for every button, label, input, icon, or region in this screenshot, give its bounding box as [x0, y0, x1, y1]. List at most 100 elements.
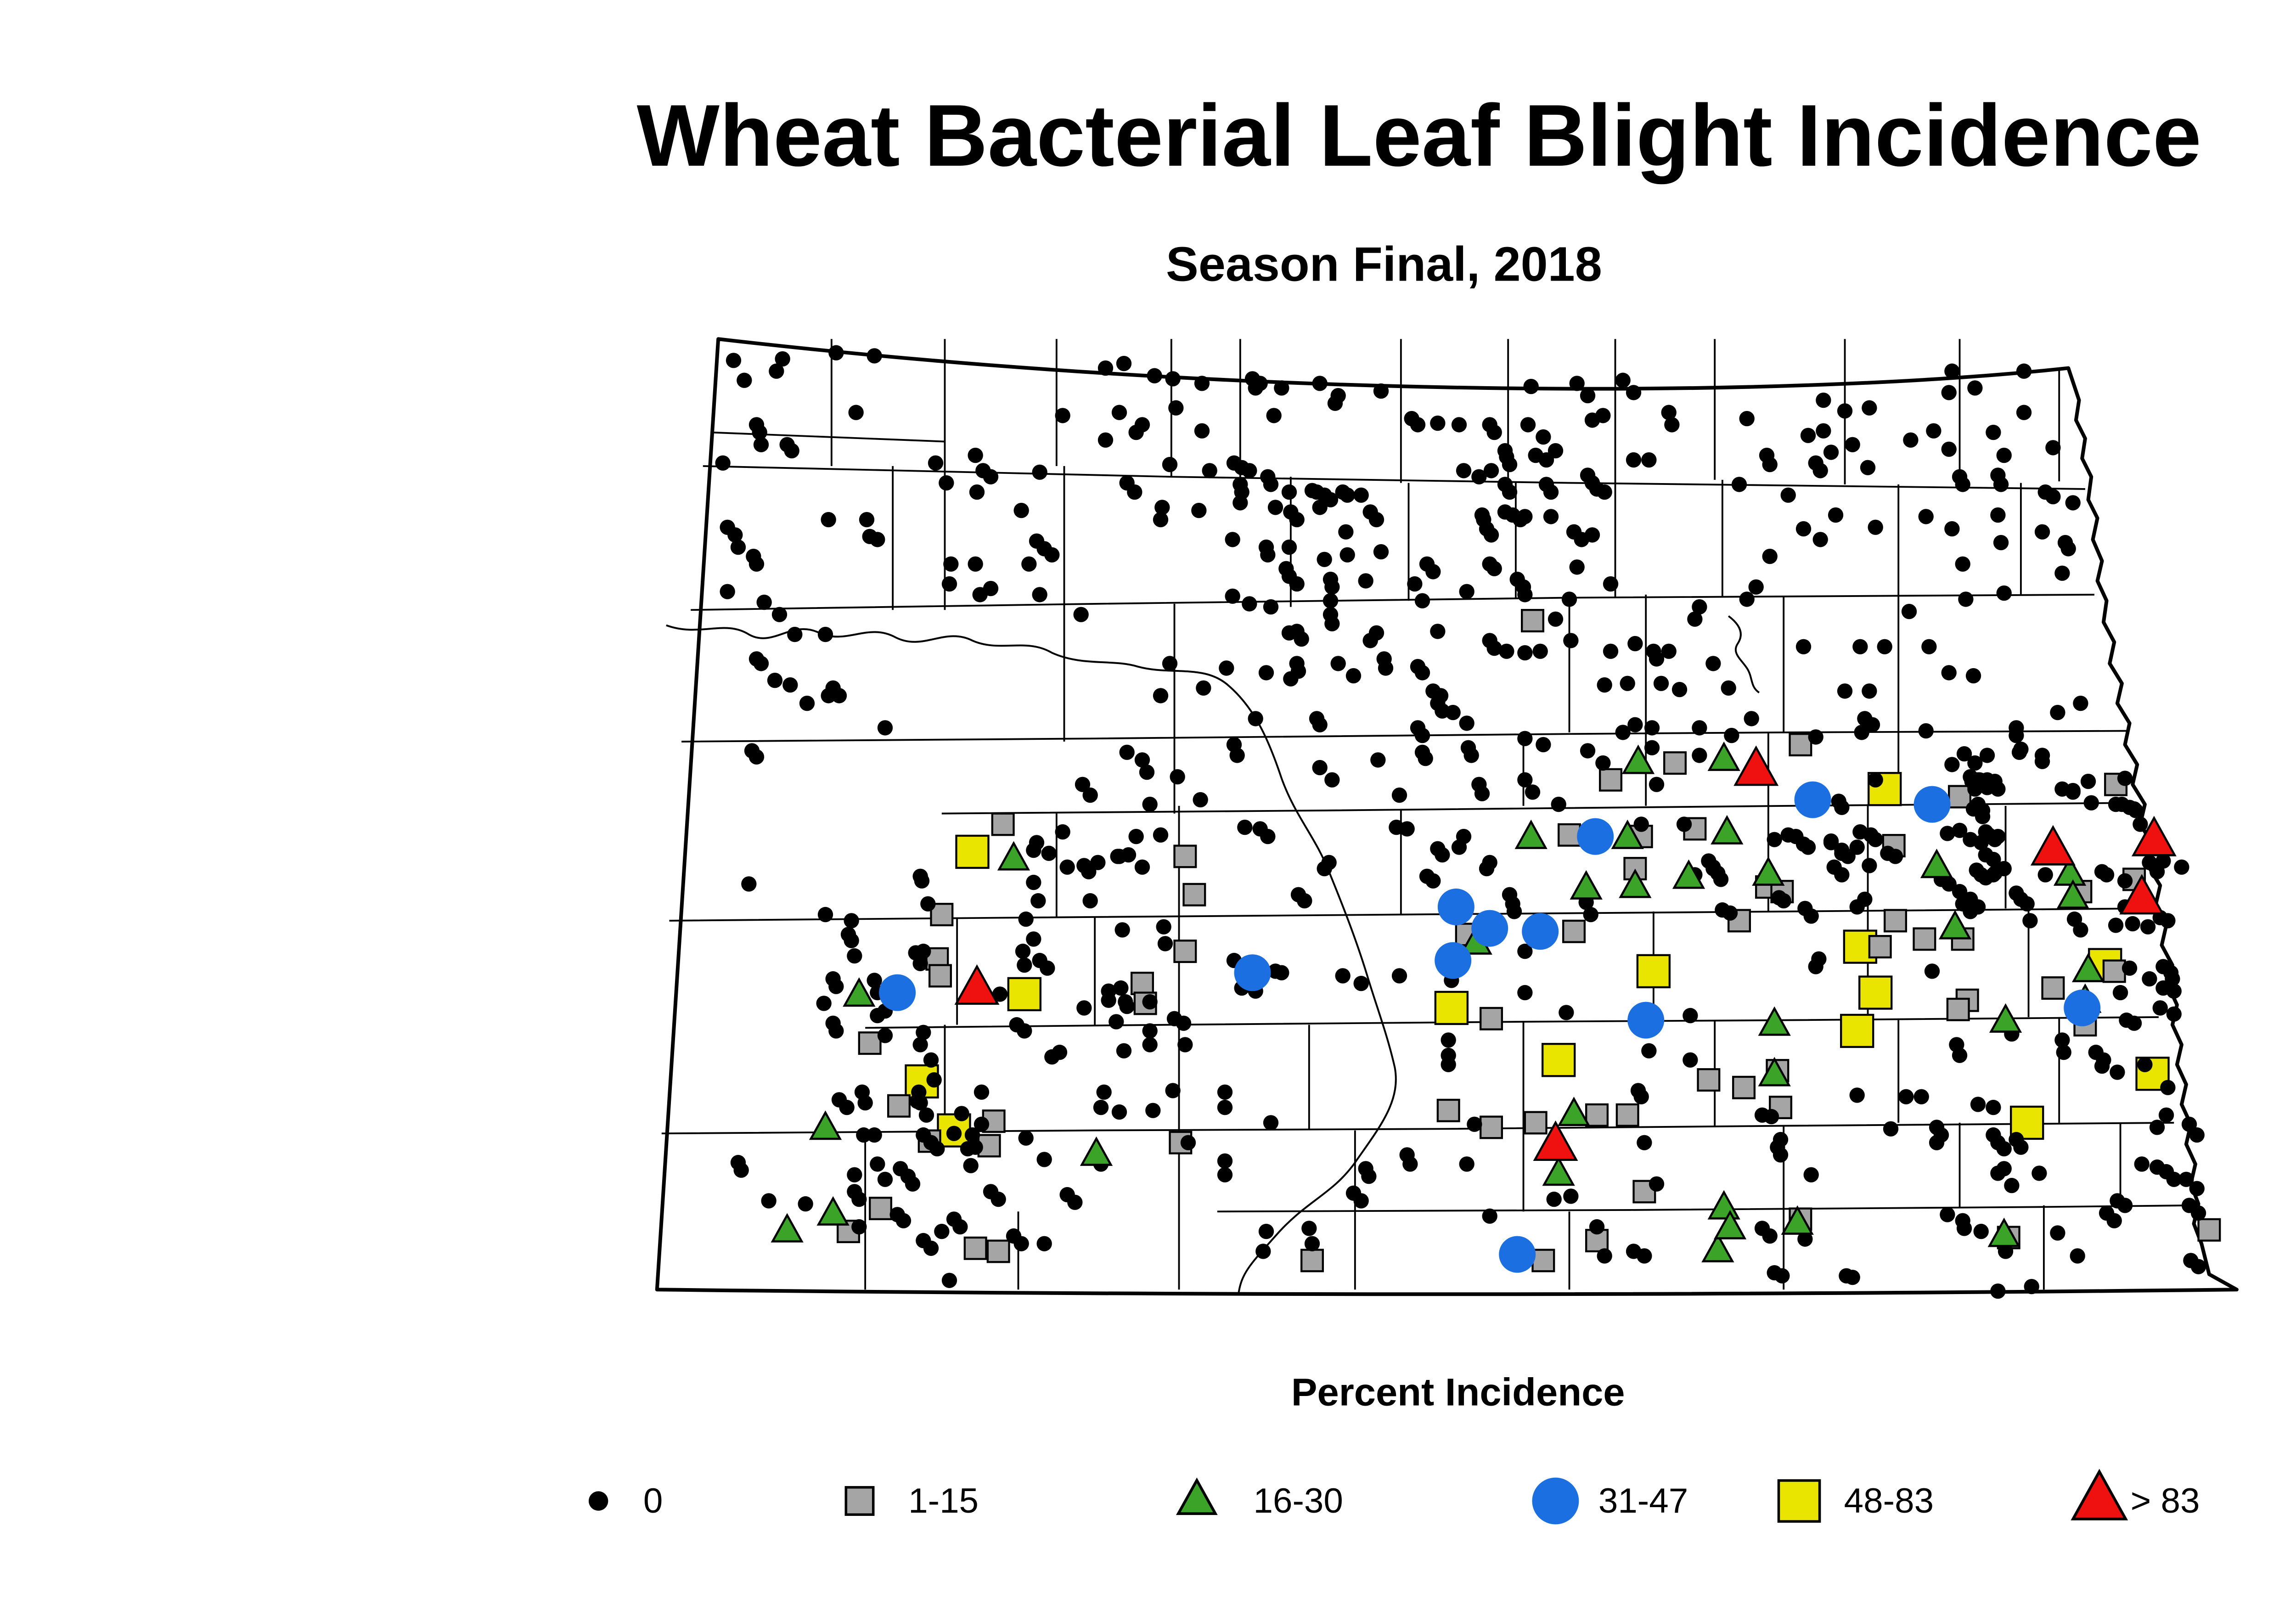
marker-0 [775, 351, 790, 367]
marker-0 [1941, 877, 1957, 892]
marker-0 [941, 576, 957, 592]
marker-0 [1828, 507, 1843, 524]
marker-0 [1013, 1236, 1029, 1252]
marker-0 [1546, 1192, 1562, 1208]
marker-0 [2117, 1198, 2133, 1214]
marker-0 [1459, 1157, 1474, 1172]
marker-0 [1868, 772, 1883, 788]
marker-0 [1195, 681, 1211, 696]
marker-1-15 [2197, 1218, 2221, 1242]
marker-0 [1636, 1135, 1652, 1151]
marker-0 [1097, 360, 1113, 377]
marker-0 [1217, 1154, 1232, 1169]
marker-0 [1025, 932, 1041, 947]
marker-0 [1498, 644, 1514, 659]
marker-16-30 [1713, 1210, 1746, 1240]
marker-0 [964, 1127, 980, 1143]
legend-31-47-shape [1532, 1477, 1579, 1525]
marker-1-15 [1912, 928, 1936, 951]
marker-0 [1941, 442, 1957, 457]
marker-0 [1831, 794, 1846, 810]
marker-0 [1090, 855, 1106, 871]
marker-16-30 [1080, 1137, 1113, 1166]
marker-0 [914, 873, 929, 889]
marker-31-47 [1794, 782, 1831, 819]
marker->83 [2030, 825, 2076, 866]
marker-0 [1517, 731, 1533, 747]
marker-0 [1834, 867, 1850, 883]
marker-0 [923, 1241, 939, 1256]
marker-0 [1551, 797, 1566, 813]
marker-1-15 [1479, 1116, 1503, 1140]
marker-0 [1996, 448, 2012, 464]
marker-0 [2173, 860, 2189, 875]
marker-31-47 [878, 974, 916, 1012]
marker-0 [943, 557, 959, 572]
marker-0 [1036, 1236, 1052, 1252]
marker-0 [1324, 772, 1340, 788]
marker-0 [756, 595, 772, 611]
legend-1-15-shape [844, 1486, 875, 1516]
marker-0 [1687, 612, 1703, 627]
marker->83 [954, 964, 1000, 1005]
marker-0 [1569, 376, 1585, 392]
marker-0 [1925, 423, 1941, 439]
marker-0 [1584, 413, 1600, 428]
marker-0 [983, 581, 998, 597]
marker-0 [1154, 500, 1170, 516]
marker-0 [1944, 757, 1960, 773]
marker-0 [1044, 547, 1060, 563]
marker-0 [1425, 873, 1441, 889]
marker-0 [2181, 1117, 2197, 1132]
marker-0 [1289, 512, 1305, 528]
marker-0 [1474, 786, 1490, 802]
marker-1-15 [1524, 1111, 1548, 1135]
marker-0 [1987, 774, 2003, 790]
marker-48-83 [2009, 1106, 2044, 1140]
marker-31-47 [1437, 889, 1474, 926]
marker-0 [2155, 854, 2171, 869]
marker-0 [1025, 875, 1041, 891]
marker-0 [1808, 959, 1823, 975]
marker-0 [2160, 1080, 2176, 1096]
marker-31-47 [2063, 990, 2100, 1027]
marker-0 [1153, 512, 1168, 528]
marker-0 [1361, 1169, 1377, 1185]
marker-0 [1620, 676, 1635, 692]
marker-0 [1281, 484, 1297, 501]
marker-0 [1589, 1219, 1604, 1235]
marker-0 [2011, 745, 2027, 760]
marker-0 [816, 996, 832, 1012]
marker-0 [983, 469, 998, 485]
marker-0 [1845, 437, 1860, 453]
marker-0 [1955, 477, 1970, 493]
marker-0 [2125, 916, 2140, 932]
marker-0 [1126, 484, 1142, 501]
marker-16-30 [2071, 953, 2105, 983]
marker-1-15 [1946, 998, 1970, 1022]
marker-0 [1902, 433, 1919, 448]
marker-0 [2070, 1249, 2085, 1264]
marker-0 [1170, 769, 1185, 785]
legend-label: > 83 [2130, 1481, 2200, 1521]
marker-0 [859, 512, 874, 528]
marker-16-30 [1557, 1097, 1590, 1127]
marker-0 [1059, 860, 1075, 875]
marker-1-15 [991, 813, 1015, 837]
marker-0 [2140, 919, 2155, 935]
marker-0 [1561, 592, 1577, 608]
marker-0 [1502, 457, 1517, 473]
marker-0 [2189, 1181, 2205, 1197]
marker-0 [2166, 984, 2182, 999]
marker-0 [1015, 944, 1030, 960]
marker-0 [1324, 580, 1340, 595]
marker-0 [1837, 404, 1852, 419]
marker-0 [1217, 1167, 1232, 1183]
marker-0 [1486, 641, 1502, 657]
marker-0 [1312, 760, 1328, 776]
marker-0 [1722, 906, 1738, 921]
marker-0 [1252, 376, 1268, 392]
marker-0 [1391, 968, 1407, 984]
marker-16-30 [1514, 820, 1548, 850]
marker-0 [1803, 1167, 1819, 1183]
